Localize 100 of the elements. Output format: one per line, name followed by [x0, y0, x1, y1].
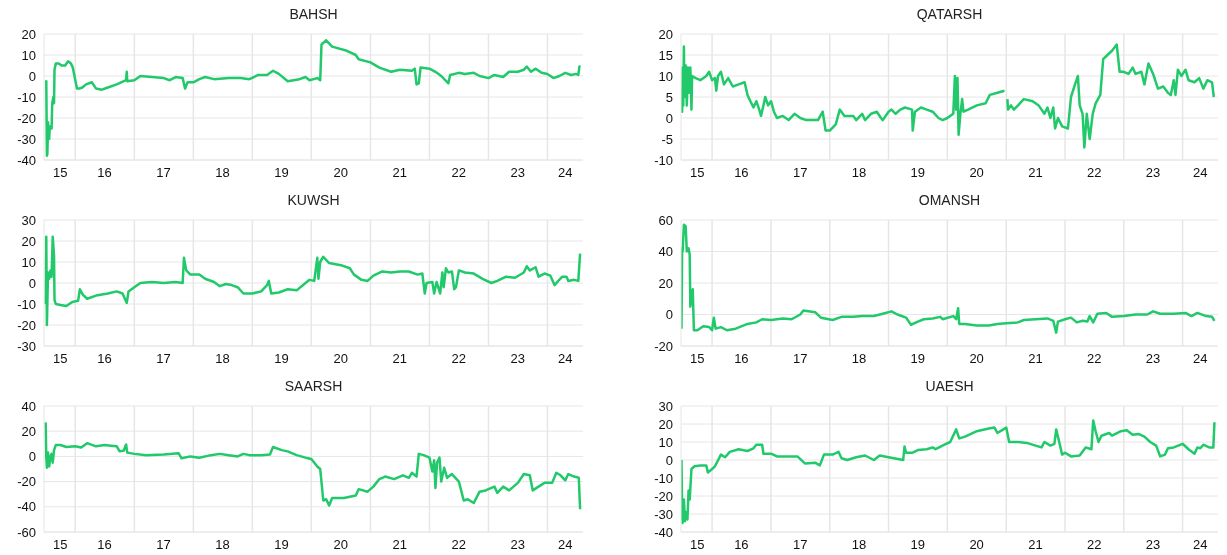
- line-series: [681, 419, 1216, 525]
- x-tick-label: 21: [1028, 165, 1043, 181]
- x-tick-label: 20: [969, 165, 984, 181]
- y-tick-label: 30: [658, 398, 673, 414]
- x-tick-label: 15: [690, 537, 705, 553]
- x-tick-label: 16: [734, 165, 749, 181]
- y-tick-label: -30: [17, 131, 36, 147]
- y-tick-label: 0: [665, 110, 673, 126]
- y-tick-label: -20: [17, 474, 36, 490]
- x-tick-label: 18: [215, 165, 230, 181]
- y-tick-label: 40: [21, 398, 36, 414]
- x-tick-label: 24: [1193, 351, 1208, 367]
- y-tick-label: -30: [654, 506, 673, 522]
- y-tick-label: -60: [17, 524, 36, 540]
- x-tick-label: 20: [969, 351, 984, 367]
- x-tick-label: 19: [910, 165, 925, 181]
- y-tick-label: 0: [665, 452, 673, 468]
- y-tick-label: 10: [21, 254, 36, 270]
- y-tick-label: 10: [658, 434, 673, 450]
- line-series: [44, 421, 582, 511]
- x-tick-label: 16: [734, 537, 749, 553]
- chart-title: OMANSH: [917, 192, 982, 208]
- y-tick-label: -10: [654, 152, 673, 168]
- x-tick-label: 15: [53, 537, 68, 553]
- x-tick-label: 22: [1086, 537, 1102, 553]
- x-tick-label: 23: [510, 165, 525, 181]
- x-tick-label: 18: [851, 351, 867, 367]
- x-tick-label: 19: [910, 351, 925, 367]
- x-tick-label: 19: [274, 165, 289, 181]
- x-tick-label: 21: [1028, 537, 1043, 553]
- y-tick-label: 15: [658, 47, 673, 63]
- chart-title: KUWSH: [286, 192, 341, 208]
- x-tick-label: 24: [557, 165, 573, 181]
- x-tick-label: 17: [792, 537, 808, 553]
- x-tick-label: 23: [1145, 165, 1161, 181]
- x-tick-label: 22: [451, 351, 466, 367]
- x-tick-label: 18: [215, 537, 230, 553]
- x-tick-label: 23: [1145, 351, 1161, 367]
- x-tick-label: 23: [510, 537, 525, 553]
- x-tick-label: 19: [274, 351, 289, 367]
- chart-title: BAHSH: [288, 6, 339, 22]
- line-series: [44, 235, 582, 327]
- x-tick-label: 22: [1086, 165, 1102, 181]
- x-tick-label: 24: [1193, 165, 1208, 181]
- x-tick-label: 15: [690, 351, 705, 367]
- y-tick-label: 10: [21, 47, 36, 63]
- x-tick-label: 22: [1086, 351, 1102, 367]
- line-series: [681, 223, 1216, 334]
- y-tick-label: -30: [17, 338, 36, 354]
- chart-title: UAESH: [924, 378, 975, 394]
- x-tick-label: 21: [392, 165, 407, 181]
- y-tick-label: 20: [658, 275, 673, 291]
- y-tick-label: -20: [654, 338, 673, 354]
- y-tick-label: -20: [654, 488, 673, 504]
- x-tick-label: 17: [156, 165, 171, 181]
- x-tick-label: 16: [97, 165, 112, 181]
- y-tick-label: -20: [17, 317, 36, 333]
- x-tick-label: 23: [510, 351, 525, 367]
- y-tick-label: -20: [17, 110, 36, 126]
- x-tick-label: 21: [392, 351, 407, 367]
- y-tick-label: 10: [658, 68, 673, 84]
- y-tick-label: 0: [665, 307, 673, 323]
- y-tick-label: 5: [665, 89, 673, 105]
- x-tick-label: 15: [690, 165, 705, 181]
- x-tick-label: 18: [851, 165, 867, 181]
- y-tick-label: 60: [658, 212, 673, 228]
- y-tick-label: 0: [28, 68, 36, 84]
- y-tick-label: 20: [21, 26, 36, 42]
- x-tick-label: 20: [333, 165, 348, 181]
- x-tick-label: 20: [969, 537, 984, 553]
- y-tick-label: 30: [21, 212, 36, 228]
- y-tick-label: -40: [654, 524, 673, 540]
- x-tick-label: 16: [734, 351, 749, 367]
- x-tick-label: 19: [274, 537, 289, 553]
- y-tick-label: 20: [21, 233, 36, 249]
- y-tick-label: 20: [658, 26, 673, 42]
- x-tick-label: 21: [1028, 351, 1043, 367]
- x-tick-label: 17: [792, 351, 808, 367]
- y-tick-label: 0: [28, 449, 36, 465]
- x-tick-label: 20: [333, 351, 348, 367]
- x-tick-label: 24: [557, 537, 573, 553]
- y-tick-label: 40: [658, 244, 673, 260]
- x-tick-label: 17: [792, 165, 808, 181]
- x-tick-label: 16: [97, 351, 112, 367]
- x-tick-label: 19: [910, 537, 925, 553]
- x-tick-label: 15: [53, 351, 68, 367]
- x-tick-label: 22: [451, 165, 466, 181]
- chart-title: SAARSH: [283, 378, 344, 394]
- y-tick-label: 20: [21, 423, 36, 439]
- y-tick-label: -5: [661, 131, 673, 147]
- y-tick-label: -40: [17, 152, 36, 168]
- x-tick-label: 24: [557, 351, 573, 367]
- x-tick-label: 23: [1145, 537, 1161, 553]
- x-tick-label: 20: [333, 537, 348, 553]
- x-tick-label: 16: [97, 537, 112, 553]
- x-tick-label: 17: [156, 537, 171, 553]
- y-tick-label: -10: [654, 470, 673, 486]
- y-tick-label: -10: [17, 89, 36, 105]
- y-tick-label: -40: [17, 499, 36, 515]
- x-tick-label: 17: [156, 351, 171, 367]
